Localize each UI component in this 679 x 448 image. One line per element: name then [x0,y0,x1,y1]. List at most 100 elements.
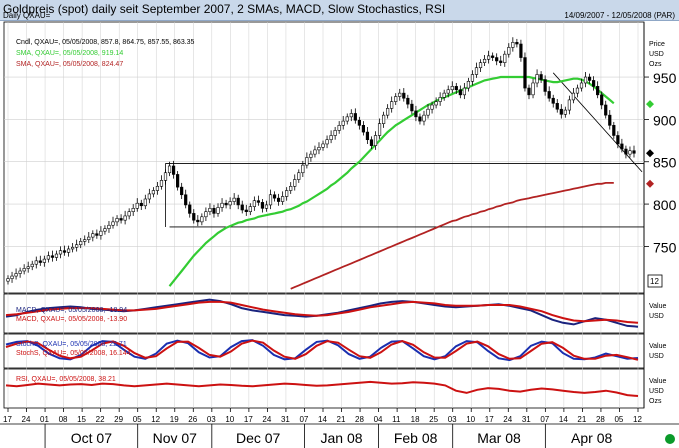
candle [159,175,164,190]
candle-body [188,204,192,214]
candle-body [519,43,523,58]
candle-body [543,79,547,92]
stochastics-legend-entry: StochS, QXAU=, 05/05/2008, 16.144 [16,350,131,357]
candle-body [127,211,131,217]
candle [268,189,273,210]
candle-body [224,202,228,206]
candle [196,215,200,227]
candle-body [361,125,366,133]
candle-body [406,97,410,105]
candle [75,239,79,252]
candle [309,150,313,162]
candle [559,104,563,119]
candle-body [583,76,588,84]
candle [466,77,471,92]
candle [297,169,301,183]
x-tick-label: 04 [374,415,383,424]
price-axis-caption: Ozs [649,61,662,68]
candle-body [276,197,281,202]
x-tick-label: 17 [3,415,12,424]
candle-body [628,150,632,155]
candle [248,203,252,216]
price-legend-entry: Cndl, QXAU=, 05/05/2008, 857.8, 864.75, … [16,39,195,46]
candle-body [325,139,329,145]
candle-body [293,179,297,187]
price-ytick-label: 900 [653,112,677,128]
candle [171,160,176,179]
candle [341,116,345,130]
candle [325,135,329,149]
candle [240,200,244,214]
candle [180,182,184,199]
candle-body [515,42,519,45]
price-legend-entry: SMA, QXAU=, 05/05/2008, 824.47 [16,61,123,68]
candle-body [430,104,434,110]
candle-body [482,58,487,63]
x-tick-label: 07 [299,415,308,424]
candle-body [386,108,390,116]
candle [281,191,285,205]
candle [357,116,361,130]
candle [115,215,119,227]
candle [608,110,612,130]
candle-body [377,123,382,136]
x-tick-label: 28 [355,415,364,424]
candle-body [244,209,248,213]
candle [547,86,551,102]
price-axis-caption: Price [649,41,665,48]
x-tick-label: 24 [262,415,271,424]
candle [390,96,394,113]
month-label: Apr 08 [571,430,612,446]
candle-body [321,143,325,148]
instrument-label: Daily QXAU= [3,11,51,20]
candle-body [547,91,551,99]
candle [612,121,616,139]
price-panel: 750 800 850 900 950 Price USD Ozs 12 Cndl, QXAU=,… [6,37,677,290]
candle [596,81,600,99]
candle [632,145,636,158]
x-tick-label: 31 [522,415,531,424]
stochastics-line-1 [5,339,639,361]
candle [482,55,487,67]
candle [394,93,398,105]
candle [220,198,224,212]
candle [499,55,503,67]
candle-body [151,190,155,195]
candle [458,85,462,99]
candle [381,111,386,128]
candle-body [309,153,313,158]
candle [442,89,446,101]
candle [539,71,543,83]
candle-body [438,97,442,102]
candle-body [414,110,418,118]
candle-body [390,101,394,109]
candle-body [176,174,180,188]
candle-body [184,194,188,206]
candle [438,92,442,106]
candle-body [450,86,454,91]
stochastics-axis-caption: Value [649,343,666,350]
candle-body [75,244,79,248]
candle [87,232,91,244]
candle [260,198,265,213]
candle [252,196,256,211]
rsi-legend-entry: RSI, QXAU=, 05/05/2008, 38.21 [16,376,116,383]
candle-body [600,94,604,106]
candle [329,130,333,144]
candle [204,207,208,222]
candle-body [555,103,559,110]
price-marker [646,179,654,188]
x-tick-label: 10 [466,415,475,424]
candle [333,127,337,140]
candle [107,221,111,233]
candle [555,99,559,113]
candle [285,187,289,201]
price-ytick-label: 800 [653,197,677,213]
candle [95,229,99,239]
candle [62,245,67,256]
candle [192,209,196,224]
candle [58,246,63,259]
candle [91,230,95,242]
candle [450,81,454,94]
